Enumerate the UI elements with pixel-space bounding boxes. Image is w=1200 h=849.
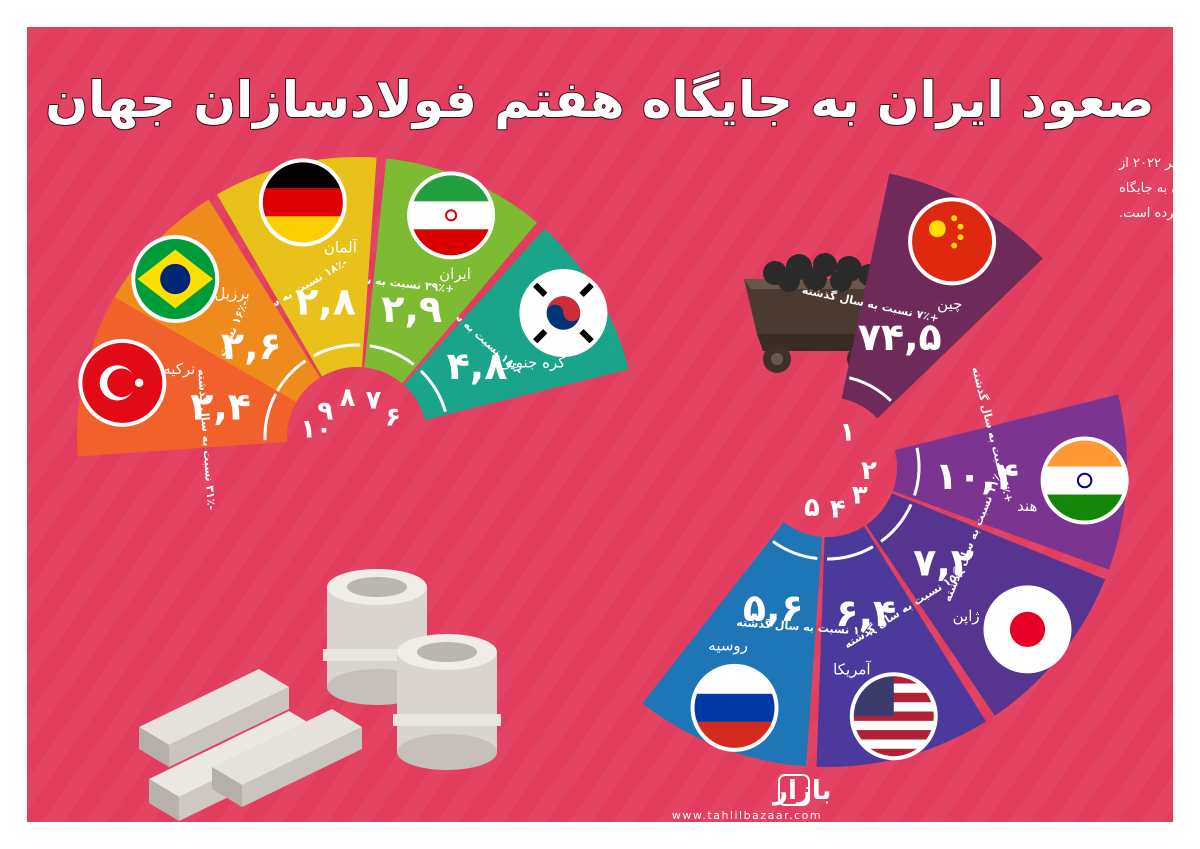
sector-arc-line (848, 376, 892, 402)
value-label: ۲,۴ (190, 385, 251, 429)
rank-label: ۶ (385, 402, 401, 432)
page-title: صعود ایران به جایگاه هفتم فولادسازان جها… (45, 71, 1154, 130)
sector-arc-line (419, 369, 447, 413)
germany-flag (258, 158, 347, 247)
intro-line-2: بزرگترین اقتصاد اروپا بیشتر شده و ایران … (1119, 179, 1173, 196)
rank-label: ۹ (317, 396, 333, 426)
country-label: آلمان (324, 238, 358, 256)
rank-label: ۲ (861, 456, 877, 486)
intro-line-3: هفتمین تولیدکننده بزرگ فولاد جهان در این… (1119, 204, 1173, 221)
country-label: کره جنوبی (499, 354, 566, 372)
japan-flag (983, 585, 1072, 674)
rank-label: ۸ (340, 383, 356, 413)
rank-label: ۴ (830, 495, 846, 525)
value-label: ۲,۹ (381, 287, 442, 331)
brand-url: www.tahlilbazaar.com (672, 809, 822, 822)
sector-bar (892, 394, 1127, 570)
value-label: ۲,۸ (295, 280, 356, 324)
country-label: ایران (439, 265, 471, 283)
value-label: ۲,۶ (221, 324, 282, 368)
rank-label: ۳ (852, 480, 868, 510)
logo-wordmark: بازار (771, 776, 831, 806)
sector-arc-line (772, 540, 818, 560)
sector-arc-line (263, 393, 278, 441)
sector-arc-line (913, 447, 921, 496)
rank-label: ۱ (839, 417, 855, 447)
value-label: ۷,۲ (913, 540, 974, 584)
country-label: آمریکا (833, 660, 871, 678)
steel-bars-illustration (139, 669, 362, 821)
rank-label: ۷ (365, 385, 381, 415)
steel-pipes-illustration (323, 569, 501, 770)
brazil-flag (131, 235, 220, 324)
value-label: ۶,۴ (835, 591, 896, 635)
steel-ranking-chart: صعود ایران به جایگاه هفتم فولادسازان جها… (27, 27, 1173, 822)
iran-flag (407, 171, 496, 260)
intro-text: انجمن جهانی فولاد اعلام کرد تولید فولاد … (1118, 156, 1173, 221)
sector-arc-line (880, 503, 913, 543)
sector-arc-line (369, 344, 415, 366)
infographic-poster: صعود ایران به جایگاه هفتم فولادسازان جها… (27, 27, 1173, 822)
country-label: ترکیه (163, 360, 195, 378)
country-label: روسیه (708, 636, 748, 654)
value-label: ۷۴,۵ (858, 315, 942, 359)
coal-cart-illustration (744, 253, 894, 373)
india-flag (1040, 436, 1129, 525)
country-label: برزیل (214, 284, 249, 302)
brand-logo: بازار www.tahlilbazaar.com (672, 774, 831, 822)
value-label: ۵,۶ (743, 586, 804, 630)
russia-flag (690, 663, 779, 752)
logo-badge (778, 774, 810, 806)
rank-label: ۱۰ (300, 415, 332, 445)
rank-label: ۵ (804, 493, 820, 523)
value-label: ۴,۸ (447, 344, 508, 388)
intro-line-1: انجمن جهانی فولاد اعلام کرد تولید فولاد … (1118, 156, 1173, 171)
usa-flag (849, 672, 938, 761)
country-label: چین (937, 295, 962, 313)
country-label: ژاپن (953, 607, 980, 626)
south-korea-flag (519, 268, 608, 357)
sector-arc-line (313, 343, 361, 358)
value-label: ۱۰,۴ (935, 454, 1019, 498)
china-flag (908, 197, 997, 286)
sector-arc-line (826, 545, 874, 561)
turkey-flag (78, 338, 167, 427)
country-label: هند (1017, 497, 1037, 515)
